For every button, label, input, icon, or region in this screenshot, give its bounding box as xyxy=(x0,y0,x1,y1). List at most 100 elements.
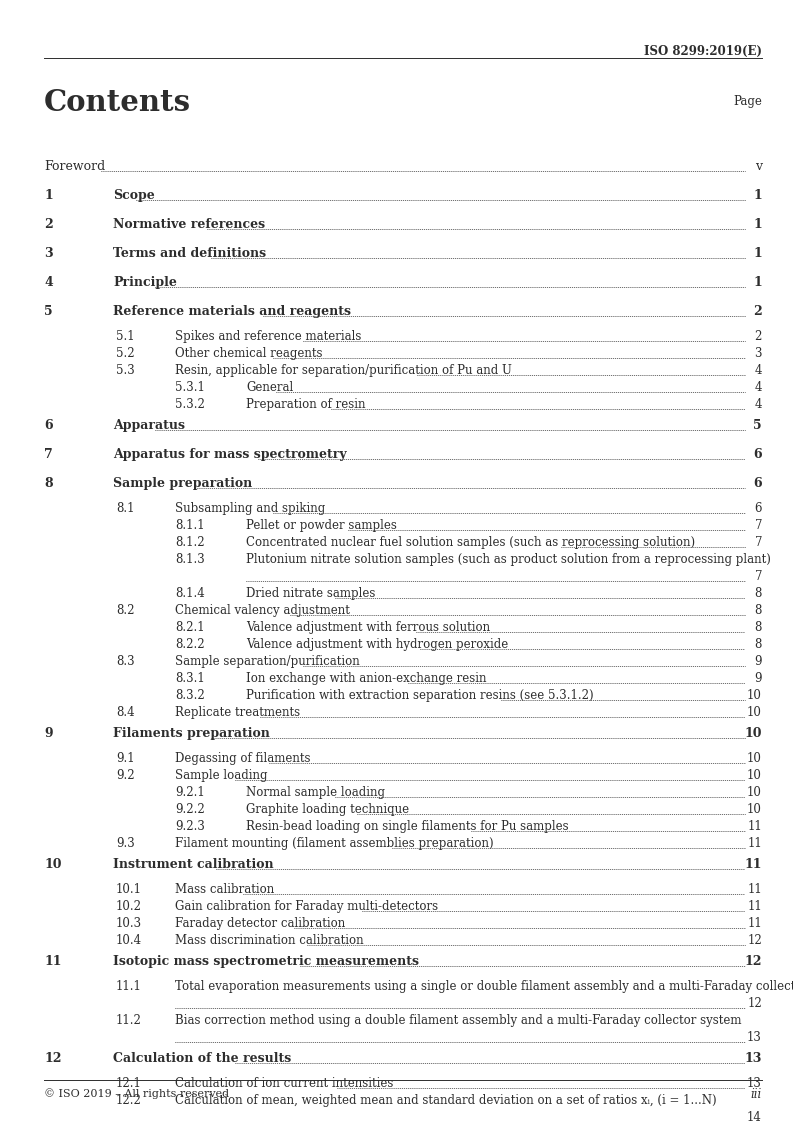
Text: 11: 11 xyxy=(747,820,762,833)
Text: Degassing of filaments: Degassing of filaments xyxy=(175,752,311,765)
Text: 8.2: 8.2 xyxy=(116,604,135,617)
Text: 7: 7 xyxy=(754,570,762,583)
Text: 2: 2 xyxy=(755,330,762,343)
Text: 10: 10 xyxy=(747,752,762,765)
Text: Plutonium nitrate solution samples (such as product solution from a reprocessing: Plutonium nitrate solution samples (such… xyxy=(246,553,771,565)
Text: Sample loading: Sample loading xyxy=(175,769,267,782)
Text: Mass discrimination calibration: Mass discrimination calibration xyxy=(175,934,364,947)
Text: 6: 6 xyxy=(754,502,762,515)
Text: 11.1: 11.1 xyxy=(116,980,142,993)
Text: Ion exchange with anion-exchange resin: Ion exchange with anion-exchange resin xyxy=(246,672,486,686)
Text: Contents: Contents xyxy=(44,88,191,117)
Text: 8.3.2: 8.3.2 xyxy=(175,689,205,702)
Text: 5.3: 5.3 xyxy=(116,364,135,377)
Text: Isotopic mass spectrometric measurements: Isotopic mass spectrometric measurements xyxy=(113,955,419,968)
Text: 11: 11 xyxy=(747,917,762,930)
Text: 10.2: 10.2 xyxy=(116,900,142,913)
Text: General: General xyxy=(246,381,293,394)
Text: 13: 13 xyxy=(747,1077,762,1089)
Text: 8.1.3: 8.1.3 xyxy=(175,553,205,565)
Text: 8: 8 xyxy=(755,604,762,617)
Text: ISO 8299:2019(E): ISO 8299:2019(E) xyxy=(644,45,762,58)
Text: 5.3.2: 5.3.2 xyxy=(175,398,205,411)
Text: 4: 4 xyxy=(754,398,762,411)
Text: 10: 10 xyxy=(747,803,762,816)
Text: 5.1: 5.1 xyxy=(116,330,135,343)
Text: 8: 8 xyxy=(755,620,762,634)
Text: 7: 7 xyxy=(754,519,762,532)
Text: 10: 10 xyxy=(747,769,762,782)
Text: Bias correction method using a double filament assembly and a multi-Faraday coll: Bias correction method using a double fi… xyxy=(175,1014,741,1027)
Text: 12: 12 xyxy=(745,955,762,968)
Text: Pellet or powder samples: Pellet or powder samples xyxy=(246,519,396,532)
Text: 13: 13 xyxy=(745,1052,762,1065)
Text: 9.2.1: 9.2.1 xyxy=(175,787,205,799)
Text: Subsampling and spiking: Subsampling and spiking xyxy=(175,502,325,515)
Text: Other chemical reagents: Other chemical reagents xyxy=(175,347,323,360)
Text: 5.3.1: 5.3.1 xyxy=(175,381,205,394)
Text: 4: 4 xyxy=(754,381,762,394)
Text: 6: 6 xyxy=(753,448,762,461)
Text: 10.4: 10.4 xyxy=(116,934,142,947)
Text: 5: 5 xyxy=(44,305,52,318)
Text: 9.2: 9.2 xyxy=(116,769,135,782)
Text: 13: 13 xyxy=(747,1031,762,1043)
Text: Purification with extraction separation resins (see 5.3.1.2): Purification with extraction separation … xyxy=(246,689,594,702)
Text: 10: 10 xyxy=(745,727,762,741)
Text: Replicate treatments: Replicate treatments xyxy=(175,706,300,719)
Text: 6: 6 xyxy=(44,419,52,432)
Text: 2: 2 xyxy=(44,218,53,231)
Text: Calculation of the results: Calculation of the results xyxy=(113,1052,291,1065)
Text: 8.2.2: 8.2.2 xyxy=(175,638,205,651)
Text: Foreword: Foreword xyxy=(44,160,105,173)
Text: Terms and definitions: Terms and definitions xyxy=(113,247,266,260)
Text: Sample separation/purification: Sample separation/purification xyxy=(175,655,360,668)
Text: 12: 12 xyxy=(747,997,762,1010)
Text: Calculation of ion current intensities: Calculation of ion current intensities xyxy=(175,1077,393,1089)
Text: Valence adjustment with ferrous solution: Valence adjustment with ferrous solution xyxy=(246,620,490,634)
Text: 8: 8 xyxy=(44,477,52,490)
Text: Chemical valency adjustment: Chemical valency adjustment xyxy=(175,604,350,617)
Text: Mass calibration: Mass calibration xyxy=(175,883,274,896)
Text: 12.2: 12.2 xyxy=(116,1094,142,1107)
Text: 8: 8 xyxy=(755,638,762,651)
Text: 12.1: 12.1 xyxy=(116,1077,142,1089)
Text: Resin, applicable for separation/purification of Pu and U: Resin, applicable for separation/purific… xyxy=(175,364,511,377)
Text: 6: 6 xyxy=(753,477,762,490)
Text: 3: 3 xyxy=(44,247,52,260)
Text: 10: 10 xyxy=(44,858,62,871)
Text: 9.1: 9.1 xyxy=(116,752,135,765)
Text: 8.2.1: 8.2.1 xyxy=(175,620,205,634)
Text: 12: 12 xyxy=(44,1052,62,1065)
Text: Concentrated nuclear fuel solution samples (such as reprocessing solution): Concentrated nuclear fuel solution sampl… xyxy=(246,536,695,549)
Text: Resin-bead loading on single filaments for Pu samples: Resin-bead loading on single filaments f… xyxy=(246,820,569,833)
Text: 12: 12 xyxy=(747,934,762,947)
Text: 9.2.2: 9.2.2 xyxy=(175,803,205,816)
Text: 1: 1 xyxy=(753,276,762,289)
Text: Valence adjustment with hydrogen peroxide: Valence adjustment with hydrogen peroxid… xyxy=(246,638,508,651)
Text: Gain calibration for Faraday multi-detectors: Gain calibration for Faraday multi-detec… xyxy=(175,900,438,913)
Text: Apparatus for mass spectrometry: Apparatus for mass spectrometry xyxy=(113,448,347,461)
Text: Sample preparation: Sample preparation xyxy=(113,477,252,490)
Text: Faraday detector calibration: Faraday detector calibration xyxy=(175,917,345,930)
Text: 10: 10 xyxy=(747,787,762,799)
Text: 8.3: 8.3 xyxy=(116,655,135,668)
Text: 1: 1 xyxy=(753,188,762,202)
Text: Calculation of mean, weighted mean and standard deviation on a set of ratios xᵢ,: Calculation of mean, weighted mean and s… xyxy=(175,1094,717,1107)
Text: 11: 11 xyxy=(747,900,762,913)
Text: 9.3: 9.3 xyxy=(116,837,135,850)
Text: Page: Page xyxy=(733,95,762,108)
Text: Instrument calibration: Instrument calibration xyxy=(113,858,274,871)
Text: 2: 2 xyxy=(753,305,762,318)
Text: Scope: Scope xyxy=(113,188,155,202)
Text: Principle: Principle xyxy=(113,276,177,289)
Text: 4: 4 xyxy=(44,276,53,289)
Text: 8.1.4: 8.1.4 xyxy=(175,587,205,600)
Text: 9.2.3: 9.2.3 xyxy=(175,820,205,833)
Text: Graphite loading technique: Graphite loading technique xyxy=(246,803,409,816)
Text: 14: 14 xyxy=(747,1111,762,1122)
Text: Reference materials and reagents: Reference materials and reagents xyxy=(113,305,351,318)
Text: 4: 4 xyxy=(754,364,762,377)
Text: 7: 7 xyxy=(754,536,762,549)
Text: 9: 9 xyxy=(754,655,762,668)
